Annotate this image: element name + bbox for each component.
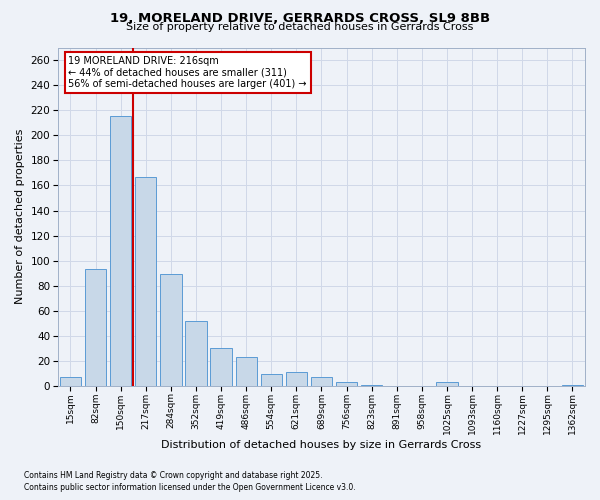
Bar (135, 176, 157, 386)
Bar (311, 378, 332, 386)
Bar (436, 382, 458, 386)
Bar (336, 382, 357, 386)
X-axis label: Distribution of detached houses by size in Gerrards Cross: Distribution of detached houses by size … (161, 440, 482, 450)
Text: Size of property relative to detached houses in Gerrards Cross: Size of property relative to detached ho… (127, 22, 473, 32)
Bar (60, 378, 81, 386)
Bar (562, 385, 583, 386)
Bar (260, 374, 282, 386)
Bar (361, 385, 382, 386)
Bar (160, 274, 182, 386)
Y-axis label: Number of detached properties: Number of detached properties (15, 129, 25, 304)
Bar (185, 321, 206, 386)
Bar (85, 270, 106, 386)
Text: 19 MORELAND DRIVE: 216sqm
← 44% of detached houses are smaller (311)
56% of semi: 19 MORELAND DRIVE: 216sqm ← 44% of detac… (68, 56, 307, 89)
Bar (286, 372, 307, 386)
Text: 19, MORELAND DRIVE, GERRARDS CROSS, SL9 8BB: 19, MORELAND DRIVE, GERRARDS CROSS, SL9 … (110, 12, 490, 26)
Bar (211, 348, 232, 386)
Bar (236, 357, 257, 386)
Bar (110, 116, 131, 386)
Text: Contains HM Land Registry data © Crown copyright and database right 2025.
Contai: Contains HM Land Registry data © Crown c… (24, 471, 356, 492)
